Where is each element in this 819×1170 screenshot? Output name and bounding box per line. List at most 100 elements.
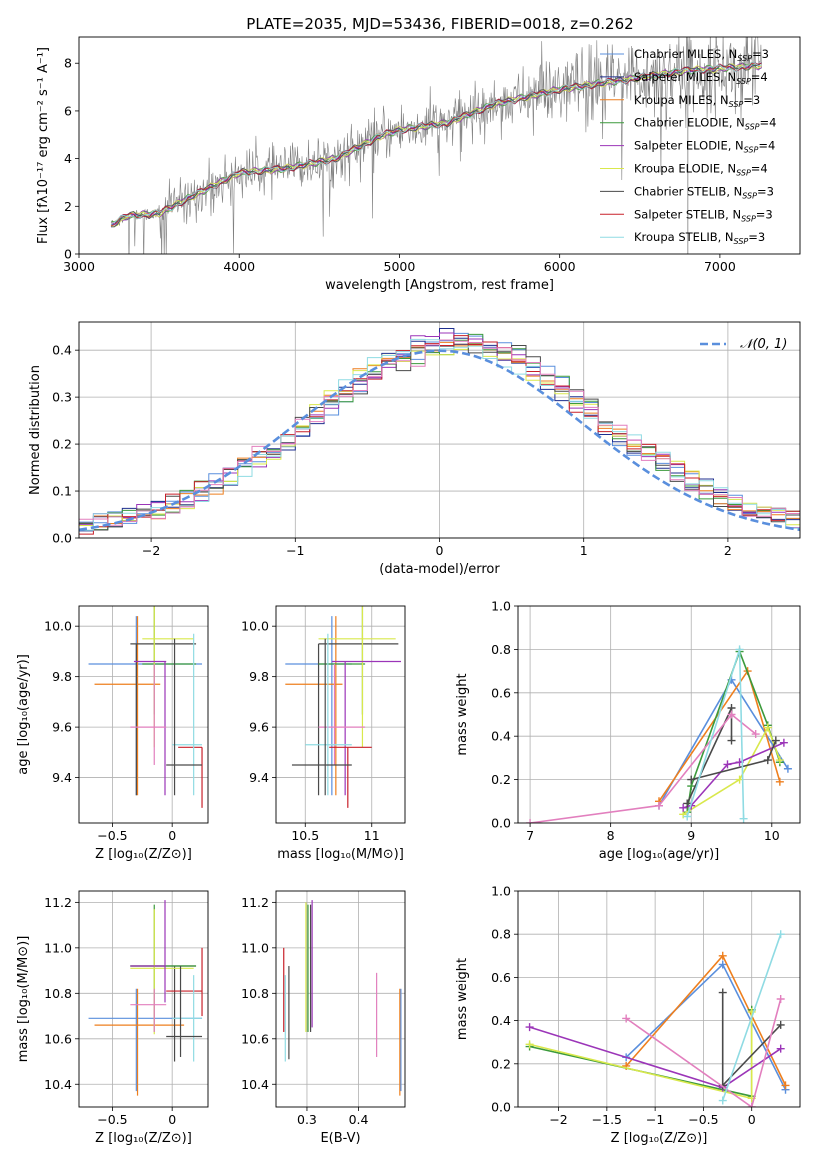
axes-frame xyxy=(275,890,406,1108)
series-marker xyxy=(779,738,788,747)
errorbar-0 xyxy=(88,616,203,796)
series-marker xyxy=(775,777,784,786)
y-tick-label: 10.8 xyxy=(44,986,72,1001)
series-marker xyxy=(776,1044,785,1053)
errorbar-6 xyxy=(130,664,167,765)
y-axis-label: Normed distribution xyxy=(28,365,43,495)
legend-sub: SSP xyxy=(745,123,760,132)
plot-area xyxy=(518,891,800,1107)
y-tick-label: 8 xyxy=(64,56,72,71)
x-axis-label: (data-model)/error xyxy=(379,562,500,577)
x-tick-label: 7000 xyxy=(704,259,736,274)
errorbar-7 xyxy=(166,947,203,1017)
y-tick-label: 10.4 xyxy=(44,1077,72,1092)
y-tick-label: 10.0 xyxy=(44,619,72,634)
y-tick-label: 4 xyxy=(64,151,72,166)
axes-frame xyxy=(517,605,801,824)
x-tick-label: 0.3 xyxy=(297,1112,317,1127)
errorbar-8 xyxy=(172,975,203,1062)
legend-sub: SSP xyxy=(736,77,751,86)
plot-area xyxy=(79,322,800,538)
histogram-line-8 xyxy=(79,338,800,531)
x-tick-label: 10 xyxy=(764,828,780,843)
y-tick-label: 0.8 xyxy=(491,927,511,942)
legend-entry: Salpeter MILES, NSSP=4 xyxy=(634,70,768,86)
series-marker xyxy=(771,736,780,745)
errorbar-2 xyxy=(130,965,197,1062)
series-marker xyxy=(683,799,692,808)
x-tick-label: 7 xyxy=(526,828,534,843)
series-marker xyxy=(763,723,772,732)
y-tick-label: 0.1 xyxy=(52,484,72,499)
y-tick-label: 0.2 xyxy=(52,437,72,452)
series-marker xyxy=(622,1014,631,1023)
series-marker xyxy=(776,995,785,1003)
x-axis-label: Z [log₁₀(Z/Z⊙)] xyxy=(611,1131,708,1146)
series-marker xyxy=(739,814,748,823)
series-marker xyxy=(718,960,727,969)
series-line-7 xyxy=(721,933,782,1101)
errorbar-9 xyxy=(166,638,203,796)
legend-name: Salpeter ELODIE, N xyxy=(634,139,744,153)
legend-name: Kroupa MILES, N xyxy=(634,93,729,107)
y-tick-label: 0 xyxy=(64,247,72,262)
y-tick-label: 0.6 xyxy=(491,685,511,700)
legend-entry: Chabrier MILES, NSSP=3 xyxy=(634,47,769,63)
y-tick-label: 11.0 xyxy=(241,940,269,955)
plot-area xyxy=(110,37,762,254)
errorbar-4 xyxy=(318,606,396,748)
x-tick-label: 2 xyxy=(724,543,732,558)
panel-massweight_vs_age: 7 8 9 10 0.0 0.2 0.4 0.6 0.8 1.0 age [log₁₀(age/yr… xyxy=(455,599,801,862)
legend-name: Salpeter MILES, N xyxy=(634,70,736,84)
errorbar-1 xyxy=(94,616,161,796)
errorbar-7 xyxy=(178,746,203,808)
y-tick-label: 10.6 xyxy=(44,1031,72,1046)
y-tick-label: 0.4 xyxy=(491,729,511,744)
x-tick-label: 0 xyxy=(436,543,444,558)
axes-frame xyxy=(78,321,801,539)
series-marker xyxy=(526,819,535,823)
y-tick-label: 0.4 xyxy=(52,343,72,358)
series-line-6 xyxy=(691,740,777,781)
x-tick-label: −0.5 xyxy=(688,1112,718,1127)
x-tick-label: 11 xyxy=(364,828,380,843)
legend-sub: SSP xyxy=(734,237,749,246)
series-marker xyxy=(718,951,727,960)
errorbar-4 xyxy=(142,606,194,748)
normal-curve xyxy=(79,349,800,532)
legend-sub: SSP xyxy=(741,214,756,223)
legend-name: Chabrier ELODIE, N xyxy=(634,116,745,130)
y-tick-label: 9.8 xyxy=(52,669,72,684)
series-marker xyxy=(763,756,772,765)
legend-name: Chabrier MILES, N xyxy=(634,47,737,61)
x-axis-label: Z [log₁₀(Z/Z⊙)] xyxy=(95,1131,192,1146)
y-tick-label: 10.8 xyxy=(241,986,269,1001)
x-tick-label: −1.5 xyxy=(592,1112,622,1127)
series-marker xyxy=(776,930,785,939)
x-tick-label: 8 xyxy=(607,828,615,843)
series-marker xyxy=(747,1103,756,1107)
y-tick-label: 11.0 xyxy=(44,940,72,955)
x-tick-label: −1 xyxy=(646,1112,664,1127)
y-tick-label: 6 xyxy=(64,103,72,118)
panel-mass_vs_ebv: 0.3 0.4 10.4 10.6 10.8 11.0 11.2 E(B-V) xyxy=(241,890,406,1146)
x-tick-label: −2 xyxy=(142,543,160,558)
legend-suffix: =3 xyxy=(752,47,769,61)
y-axis-label: age [log₁₀(age/yr)] xyxy=(16,654,31,775)
x-tick-label: 0 xyxy=(748,1112,756,1127)
x-tick-label: 3000 xyxy=(63,259,95,274)
x-axis-label: E(B-V) xyxy=(320,1131,360,1146)
y-tick-label: 0.0 xyxy=(52,531,72,546)
series-marker xyxy=(751,730,760,739)
series-marker xyxy=(655,801,663,810)
model-line-5 xyxy=(110,63,762,227)
errorbar-8 xyxy=(305,633,352,796)
errorbar-9 xyxy=(291,638,352,796)
errorbar-4 xyxy=(130,909,194,1035)
y-tick-label: 0.0 xyxy=(491,1100,511,1115)
errorbar-5 xyxy=(331,660,402,796)
series-marker xyxy=(735,645,744,654)
x-tick-label: 0 xyxy=(168,828,176,843)
legend-entry: Kroupa ELODIE, NSSP=4 xyxy=(634,162,768,178)
